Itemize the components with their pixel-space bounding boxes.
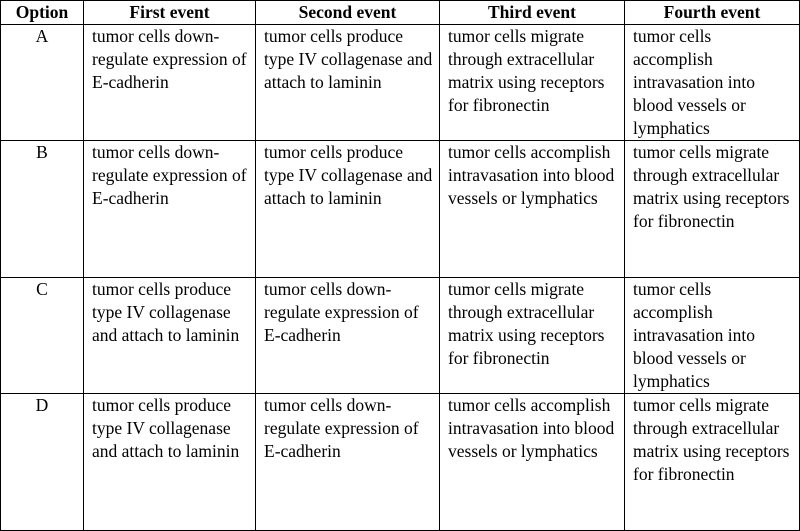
second-event-cell: tumor cells down-regulate expression of … xyxy=(255,277,440,394)
second-event-cell: tumor cells produce type IV collagenase … xyxy=(255,24,440,141)
header-second-event: Second event xyxy=(255,0,440,25)
first-event-cell: tumor cells produce type IV collagenase … xyxy=(83,277,256,394)
option-cell: A xyxy=(0,24,84,141)
first-event-cell: tumor cells produce type IV collagenase … xyxy=(83,393,256,531)
header-row: Option First event Second event Third ev… xyxy=(0,0,800,25)
table-row: D tumor cells produce type IV collagenas… xyxy=(0,393,800,531)
first-event-cell: tumor cells down-regulate expression of … xyxy=(83,140,256,278)
option-cell: C xyxy=(0,277,84,394)
second-event-cell: tumor cells produce type IV collagenase … xyxy=(255,140,440,278)
table-row: B tumor cells down-regulate expression o… xyxy=(0,140,800,278)
table-row: A tumor cells down-regulate expression o… xyxy=(0,24,800,141)
option-cell: D xyxy=(0,393,84,531)
fourth-event-cell: tumor cells migrate through extracellula… xyxy=(624,140,800,278)
third-event-cell: tumor cells accomplish intravasation int… xyxy=(439,393,625,531)
first-event-cell: tumor cells down-regulate expression of … xyxy=(83,24,256,141)
third-event-cell: tumor cells accomplish intravasation int… xyxy=(439,140,625,278)
header-option: Option xyxy=(0,0,84,25)
third-event-cell: tumor cells migrate through extracellula… xyxy=(439,24,625,141)
fourth-event-cell: tumor cells accomplish intravasation int… xyxy=(624,277,800,394)
header-fourth-event: Fourth event xyxy=(624,0,800,25)
fourth-event-cell: tumor cells migrate through extracellula… xyxy=(624,393,800,531)
fourth-event-cell: tumor cells accomplish intravasation int… xyxy=(624,24,800,141)
third-event-cell: tumor cells migrate through extracellula… xyxy=(439,277,625,394)
header-third-event: Third event xyxy=(439,0,625,25)
second-event-cell: tumor cells down-regulate expression of … xyxy=(255,393,440,531)
header-first-event: First event xyxy=(83,0,256,25)
option-cell: B xyxy=(0,140,84,278)
table-row: C tumor cells produce type IV collagenas… xyxy=(0,277,800,394)
